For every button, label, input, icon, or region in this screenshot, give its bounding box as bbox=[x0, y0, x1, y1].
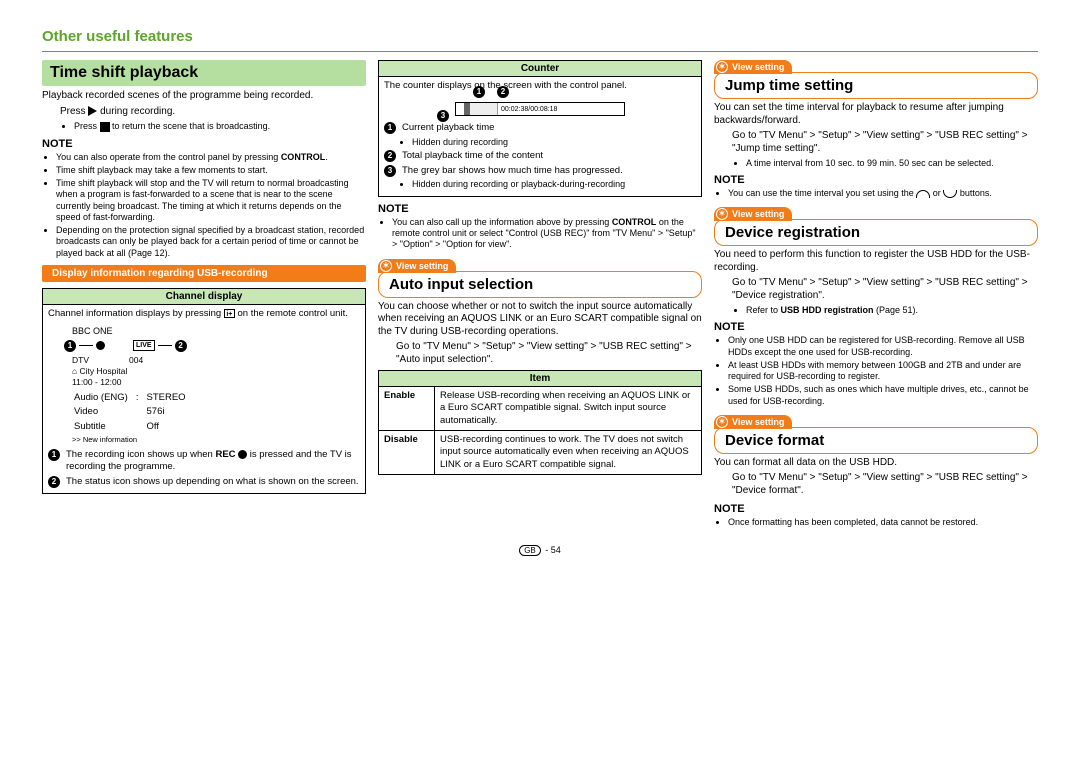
callout-text: The grey bar shows how much time has pro… bbox=[402, 165, 696, 177]
view-setting-label: ✶View setting bbox=[378, 259, 456, 273]
view-setting-title: Device registration bbox=[714, 219, 1038, 246]
jump-back-icon bbox=[916, 190, 930, 198]
note-label: NOTE bbox=[714, 321, 1038, 333]
live-badge: LIVE bbox=[133, 340, 155, 351]
note-item: Some USB HDDs, such as ones which have m… bbox=[728, 384, 1038, 407]
note-item: Only one USB HDD can be registered for U… bbox=[728, 335, 1038, 358]
callout-text: Current playback time bbox=[402, 122, 696, 134]
rec-icon bbox=[238, 450, 247, 459]
callout-text: The status icon shows up depending on wh… bbox=[66, 476, 360, 488]
sub-step: Press to return the scene that is broadc… bbox=[74, 121, 366, 132]
box-header: Counter bbox=[379, 61, 702, 77]
step-text: Press during recording. bbox=[42, 106, 366, 119]
col-2: Counter The counter displays on the scre… bbox=[378, 60, 702, 533]
chan-intro: Channel information displays by pressing… bbox=[48, 308, 348, 319]
col-3: ✶View setting Jump time setting You can … bbox=[714, 60, 1038, 533]
divider bbox=[42, 51, 1038, 52]
info-icon: i+ bbox=[224, 309, 235, 318]
note-label: NOTE bbox=[42, 138, 366, 150]
intro-text: You need to perform this function to reg… bbox=[714, 249, 1038, 274]
rec-icon bbox=[96, 341, 105, 350]
box-header: Channel display bbox=[43, 288, 366, 304]
col-1: Time shift playback Playback recorded sc… bbox=[42, 60, 366, 533]
sub-step: A time interval from 10 sec. to 99 min. … bbox=[746, 158, 1038, 168]
intro-text: You can format all data on the USB HDD. bbox=[714, 457, 1038, 470]
subsection-title: Display information regarding USB-record… bbox=[42, 265, 366, 282]
columns: Time shift playback Playback recorded sc… bbox=[42, 60, 1038, 533]
item-desc: USB-recording continues to work. The TV … bbox=[435, 431, 702, 475]
step-text: Go to "TV Menu" > "Setup" > "View settin… bbox=[714, 472, 1038, 497]
view-setting-title: Device format bbox=[714, 427, 1038, 454]
note-label: NOTE bbox=[378, 203, 702, 215]
view-intro: You can choose whether or not to switch … bbox=[378, 301, 702, 339]
wrench-icon: ✶ bbox=[716, 61, 728, 73]
lang-badge: GB bbox=[519, 545, 541, 556]
wrench-icon: ✶ bbox=[380, 260, 392, 272]
item-header: Item bbox=[379, 371, 702, 387]
view-setting-label: ✶View setting bbox=[714, 60, 792, 74]
item-desc: Release USB-recording when receiving an … bbox=[435, 387, 702, 431]
view-setting-title: Auto input selection bbox=[378, 271, 702, 298]
note-item: You can also operate from the control pa… bbox=[56, 152, 366, 163]
view-setting-title: Jump time setting bbox=[714, 72, 1038, 99]
note-item: Time shift playback may take a few momen… bbox=[56, 165, 366, 176]
note-item: Time shift playback will stop and the TV… bbox=[56, 178, 366, 223]
view-step: Go to "TV Menu" > "Setup" > "View settin… bbox=[378, 341, 702, 366]
counter-mock: 1 2 3 00:02:38/00:08:18 bbox=[455, 102, 625, 116]
note-item: Depending on the protection signal speci… bbox=[56, 225, 366, 259]
channel-display-mock: BBC ONE 1 LIVE 2 DTV004 ⌂ City Hospital bbox=[64, 326, 344, 445]
step-text: Go to "TV Menu" > "Setup" > "View settin… bbox=[714, 130, 1038, 155]
callout-text: Total playback time of the content bbox=[402, 150, 696, 162]
callout-1: 1 bbox=[64, 340, 76, 352]
jump-fwd-icon bbox=[943, 190, 957, 198]
item-name: Enable bbox=[384, 390, 415, 401]
note-label: NOTE bbox=[714, 503, 1038, 515]
callout-sub: Hidden during recording or playback-duri… bbox=[412, 179, 696, 191]
step-text: Go to "TV Menu" > "Setup" > "View settin… bbox=[714, 277, 1038, 302]
intro-text: You can set the time interval for playba… bbox=[714, 102, 1038, 127]
note-item: You can also call up the information abo… bbox=[392, 217, 702, 251]
callout-text: The recording icon shows up when REC is … bbox=[66, 449, 360, 474]
callout-2: 2 bbox=[175, 340, 187, 352]
callout-sub: Hidden during recording bbox=[412, 137, 696, 149]
note-item: At least USB HDDs with memory between 10… bbox=[728, 360, 1038, 383]
note-label: NOTE bbox=[714, 174, 1038, 186]
wrench-icon: ✶ bbox=[716, 416, 728, 428]
view-setting-label: ✶View setting bbox=[714, 415, 792, 429]
note-item: You can use the time interval you set us… bbox=[728, 188, 1038, 199]
item-name: Disable bbox=[384, 434, 418, 445]
section-title: Time shift playback bbox=[42, 60, 366, 86]
intro-text: Playback recorded scenes of the programm… bbox=[42, 90, 366, 103]
stop-icon bbox=[100, 122, 110, 132]
note-item: Once formatting has been completed, data… bbox=[728, 517, 1038, 528]
page-footer: GB - 54 bbox=[42, 545, 1038, 556]
sub-step: Refer to USB HDD registration (Page 51). bbox=[746, 305, 1038, 315]
page-title: Other useful features bbox=[42, 28, 1038, 45]
play-icon bbox=[88, 106, 97, 116]
wrench-icon: ✶ bbox=[716, 208, 728, 220]
view-setting-label: ✶View setting bbox=[714, 207, 792, 221]
